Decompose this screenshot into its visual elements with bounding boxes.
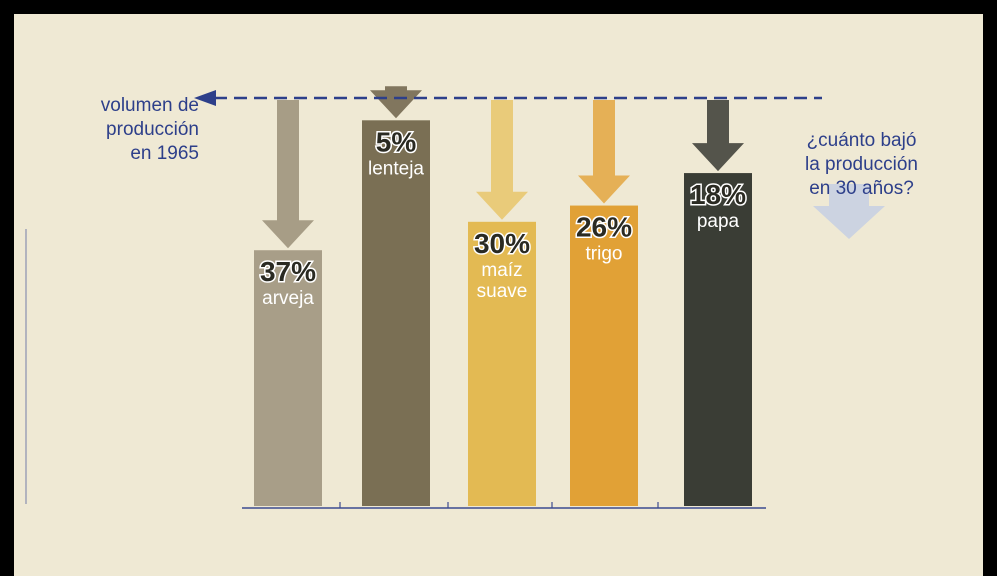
down-arrow-icon — [370, 86, 422, 119]
value-label: 37% — [260, 256, 316, 287]
baseline-annotation-line-3: en 1965 — [130, 143, 199, 164]
question-annotation-line-2: la producción — [804, 154, 919, 175]
value-label: 18% — [690, 179, 746, 210]
question-annotation-line-3: en 30 años? — [809, 178, 914, 199]
chart-panel: 37% arveja 5% lenteja 30% maíz suave 26% trigo 18… — [14, 14, 983, 576]
category-label: maíz — [481, 260, 522, 281]
bar-papa — [684, 173, 752, 506]
category-label: suave — [477, 281, 528, 302]
bar-arveja — [254, 250, 322, 506]
down-arrow-icon — [476, 100, 528, 220]
down-arrow-icon — [578, 100, 630, 204]
category-label: arveja — [262, 288, 314, 309]
down-arrow-icon — [262, 100, 314, 249]
bar-trigo — [570, 205, 638, 506]
question-annotation-line-1: ¿cuánto bajó — [806, 130, 917, 151]
value-label: 5% — [376, 126, 417, 157]
baseline-annotation-line-2: producción — [106, 119, 199, 140]
category-label: papa — [697, 211, 740, 232]
arrow-left-icon — [194, 90, 216, 106]
category-label: trigo — [586, 244, 623, 265]
category-label: lenteja — [368, 158, 424, 179]
value-label: 30% — [474, 228, 530, 259]
bar-maíz-suave — [468, 221, 536, 507]
down-arrow-icon — [692, 100, 744, 172]
faint-arrow-icon — [813, 184, 885, 239]
bar-lenteja — [362, 120, 430, 507]
baseline-annotation: volumen de producción en 1965 — [34, 94, 199, 166]
question-annotation: ¿cuánto bajó la producción en 30 años? — [774, 129, 949, 201]
baseline-annotation-line-1: volumen de — [100, 95, 199, 116]
value-label: 26% — [576, 212, 632, 243]
